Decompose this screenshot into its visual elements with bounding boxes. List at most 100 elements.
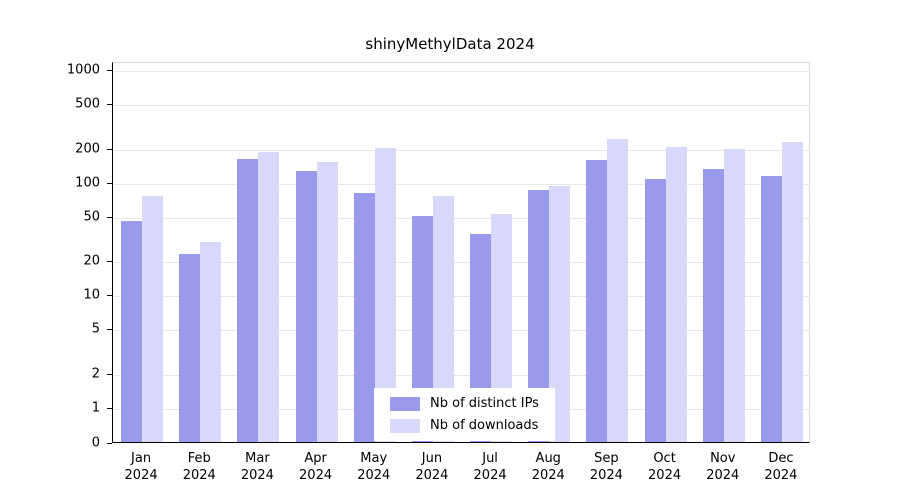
legend-swatch-downloads-icon bbox=[390, 418, 420, 433]
bar-downloads bbox=[723, 149, 745, 442]
y-tick-mark bbox=[107, 182, 112, 184]
y-tick-mark bbox=[107, 408, 112, 409]
x-tick-label: May 2024 bbox=[357, 450, 390, 484]
gridline bbox=[113, 104, 809, 106]
y-tick-label: 1000 bbox=[66, 62, 100, 78]
x-tick-label: Jan 2024 bbox=[125, 450, 158, 484]
bar-distinct-ips bbox=[179, 253, 201, 442]
x-tick-label: Dec 2024 bbox=[764, 450, 797, 484]
y-tick-label: 20 bbox=[83, 253, 100, 269]
x-tick-year: 2024 bbox=[415, 468, 449, 483]
legend-item-downloads: Nb of downloads bbox=[390, 418, 539, 433]
x-tick-month: Sep bbox=[594, 451, 619, 466]
y-tick-label: 1 bbox=[91, 400, 100, 416]
x-tick-month: May bbox=[360, 451, 388, 466]
x-axis: Jan 2024 Feb 2024 Mar 2024 Apr 2024 May 2024 Jun 20… bbox=[112, 450, 810, 490]
y-tick-mark bbox=[107, 329, 112, 331]
x-tick-month: Jul bbox=[482, 451, 498, 466]
bar-downloads bbox=[491, 213, 513, 442]
x-tick-year: 2024 bbox=[764, 468, 798, 483]
plot-area bbox=[112, 62, 810, 443]
x-tick-month: Aug bbox=[535, 451, 561, 466]
x-tick-month: Jan bbox=[131, 451, 152, 466]
x-tick-year: 2024 bbox=[473, 468, 507, 483]
bar-distinct-ips bbox=[760, 176, 782, 442]
x-tick-label: Apr 2024 bbox=[299, 450, 332, 484]
bar-downloads bbox=[374, 147, 396, 442]
x-tick-label: Nov 2024 bbox=[706, 450, 739, 484]
y-tick-mark bbox=[107, 374, 112, 376]
legend: Nb of distinct IPs Nb of downloads bbox=[374, 388, 555, 441]
x-tick-year: 2024 bbox=[648, 468, 682, 483]
y-tick-mark bbox=[107, 70, 112, 71]
y-tick-label: 2 bbox=[91, 366, 100, 382]
bar-distinct-ips bbox=[528, 190, 550, 442]
legend-swatch-distinct-ips-icon bbox=[390, 396, 420, 411]
bar-distinct-ips bbox=[237, 158, 259, 442]
x-tick-year: 2024 bbox=[589, 468, 623, 483]
x-tick-label: Mar 2024 bbox=[241, 450, 274, 484]
y-tick-label: 0 bbox=[91, 435, 100, 451]
y-tick-mark bbox=[107, 216, 112, 218]
x-tick-year: 2024 bbox=[531, 468, 565, 483]
gridline bbox=[113, 149, 809, 151]
x-tick-label: Aug 2024 bbox=[532, 450, 565, 484]
bar-downloads bbox=[316, 161, 338, 442]
y-tick-mark bbox=[107, 295, 112, 297]
y-tick-label: 500 bbox=[75, 96, 100, 112]
legend-item-distinct-ips: Nb of distinct IPs bbox=[390, 396, 539, 411]
x-tick-year: 2024 bbox=[182, 468, 216, 483]
bar-downloads bbox=[781, 142, 803, 442]
x-tick-month: Oct bbox=[653, 451, 676, 466]
bar-distinct-ips bbox=[702, 168, 724, 442]
gridline bbox=[113, 330, 809, 332]
y-tick-label: 50 bbox=[83, 209, 100, 225]
x-tick-year: 2024 bbox=[240, 468, 274, 483]
bar-downloads bbox=[432, 195, 454, 442]
gridline bbox=[113, 296, 809, 298]
y-tick-mark bbox=[107, 103, 112, 105]
x-tick-month: Feb bbox=[187, 451, 211, 466]
gridline bbox=[113, 71, 809, 72]
chart-title: shinyMethylData 2024 bbox=[365, 35, 535, 53]
x-tick-month: Mar bbox=[245, 451, 270, 466]
y-tick-mark bbox=[107, 148, 112, 150]
y-tick-label: 200 bbox=[75, 141, 100, 157]
x-tick-label: Oct 2024 bbox=[648, 450, 681, 484]
bar-distinct-ips bbox=[644, 179, 666, 442]
y-axis: 0 1 2 5 10 20 50 100 200 500 1000 bbox=[0, 62, 112, 451]
bar-downloads bbox=[142, 195, 164, 442]
x-tick-month: Dec bbox=[768, 451, 794, 466]
x-tick-year: 2024 bbox=[706, 468, 740, 483]
x-tick-year: 2024 bbox=[299, 468, 333, 483]
bar-downloads bbox=[549, 185, 571, 442]
bar-downloads bbox=[607, 138, 629, 442]
x-tick-year: 2024 bbox=[124, 468, 158, 483]
x-tick-year: 2024 bbox=[357, 468, 391, 483]
gridline bbox=[113, 262, 809, 264]
y-tick-label: 10 bbox=[83, 287, 100, 303]
y-tick-label: 5 bbox=[91, 321, 100, 337]
x-tick-month: Nov bbox=[710, 451, 736, 466]
bar-distinct-ips bbox=[121, 220, 143, 442]
bar-downloads bbox=[200, 242, 222, 442]
x-tick-label: Sep 2024 bbox=[590, 450, 623, 484]
bar-downloads bbox=[258, 151, 280, 442]
bar-distinct-ips bbox=[353, 192, 375, 442]
legend-label-downloads: Nb of downloads bbox=[430, 418, 539, 433]
x-tick-month: Apr bbox=[304, 451, 327, 466]
gridline bbox=[113, 217, 809, 219]
x-tick-month: Jun bbox=[421, 451, 443, 466]
x-tick-label: Jul 2024 bbox=[474, 450, 507, 484]
y-tick-label: 100 bbox=[75, 175, 100, 191]
bar-distinct-ips bbox=[586, 160, 608, 442]
x-tick-label: Jun 2024 bbox=[415, 450, 448, 484]
gridline bbox=[113, 375, 809, 377]
y-tick-mark bbox=[107, 261, 112, 263]
gridline bbox=[113, 183, 809, 185]
y-tick-mark bbox=[107, 443, 112, 444]
bar-downloads bbox=[665, 146, 687, 442]
bar-distinct-ips bbox=[411, 215, 433, 442]
legend-label-distinct-ips: Nb of distinct IPs bbox=[430, 396, 539, 411]
bar-distinct-ips bbox=[295, 170, 317, 442]
